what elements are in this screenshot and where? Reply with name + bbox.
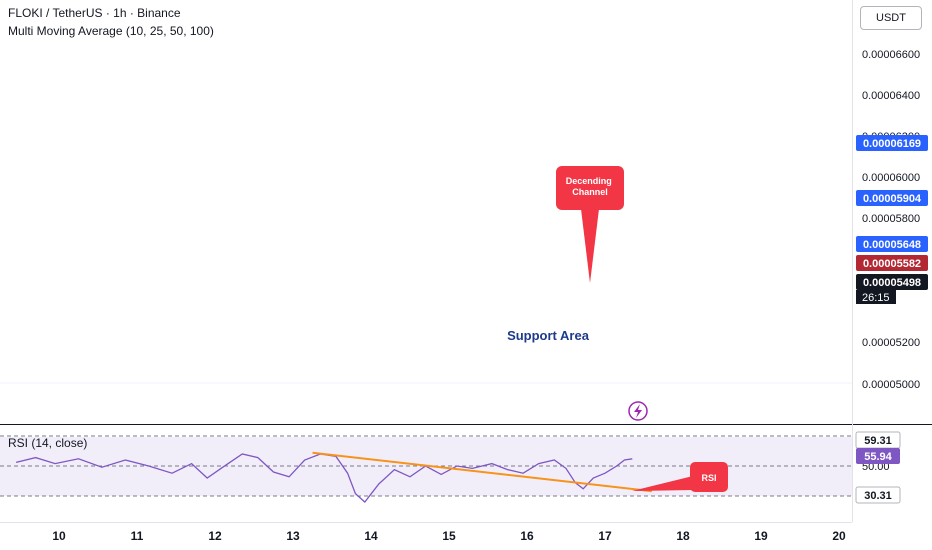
- price-tag-bg-2: [856, 236, 928, 252]
- price-tag-bg-4: [856, 274, 928, 290]
- price-tag-2: 0.00005648: [863, 239, 921, 251]
- x-label-19: 19: [754, 529, 768, 543]
- x-label-20: 20: [832, 529, 846, 543]
- time-axis-labels: 10 11 12 13 14 15 16 17 18 19 20: [52, 529, 846, 543]
- rsi-callout[interactable]: RSI: [632, 462, 728, 492]
- plot-background: [0, 0, 852, 424]
- price-tag-4: 0.00005498: [863, 277, 921, 289]
- chart-title: FLOKI / TetherUS · 1h · Binance: [8, 6, 181, 20]
- rsi-polyline: [15, 453, 633, 503]
- price-axis-tags: 0.00006169 0.00005904 0.00005648 0.00005582…: [856, 135, 928, 304]
- price-tag-bg-3: [856, 255, 928, 271]
- x-label-13: 13: [286, 529, 300, 543]
- price-tick-3: 0.00006000: [862, 172, 920, 184]
- rsi-legend: RSI (14, close): [8, 436, 88, 450]
- price-tick-4: 0.00005800: [862, 213, 920, 225]
- price-tag-3: 0.00005582: [863, 258, 921, 270]
- x-label-15: 15: [442, 529, 456, 543]
- price-tick-5: 0.00005200: [862, 337, 920, 349]
- price-tag-1: 0.00005904: [863, 193, 922, 205]
- price-tick-1: 0.00006400: [862, 90, 920, 102]
- rsi-line: [15, 453, 633, 503]
- currency-selector[interactable]: USDT: [860, 6, 922, 30]
- price-axis-ticks: 0.000066000.000064000.000062000.00006000…: [862, 49, 920, 391]
- x-label-18: 18: [676, 529, 690, 543]
- price-tag-bg-1: [856, 190, 928, 206]
- price-tick-0: 0.00006600: [862, 49, 920, 61]
- x-label-11: 11: [131, 529, 144, 543]
- price-tick-6: 0.00005000: [862, 379, 920, 391]
- indicator-legend: Multi Moving Average (10, 25, 50, 100): [8, 24, 214, 38]
- rsi-tag-bg-2: [855, 486, 901, 504]
- rsi-tag-0: 59.31: [864, 435, 892, 447]
- price-tag-0: 0.00006169: [863, 138, 921, 150]
- countdown-text: 26:15: [862, 292, 890, 304]
- rsi-tag-1: 55.94: [864, 451, 892, 463]
- rsi-tag-2: 30.31: [864, 490, 892, 502]
- support-area-label: Support Area: [507, 328, 590, 343]
- price-grid: [0, 382, 852, 384]
- x-label-14: 14: [364, 529, 378, 543]
- x-label-10: 10: [52, 529, 66, 543]
- x-label-17: 17: [598, 529, 612, 543]
- x-label-12: 12: [208, 529, 222, 543]
- rsi-axis-tags: 59.31 55.94 30.31: [855, 431, 901, 504]
- countdown-bg: [856, 290, 896, 304]
- channel-callout-text: Decending Channel: [566, 176, 615, 197]
- rsi-trend-polyline: [312, 451, 652, 493]
- channel-callout[interactable]: Decending Channel: [556, 166, 624, 283]
- rsi-callout-text: RSI: [701, 473, 716, 483]
- rsi-trendline: [312, 451, 652, 493]
- x-label-16: 16: [520, 529, 534, 543]
- lightning-icon[interactable]: [628, 401, 648, 421]
- rsi-tag-bg-1: [856, 448, 900, 464]
- price-tag-bg-0: [856, 135, 928, 151]
